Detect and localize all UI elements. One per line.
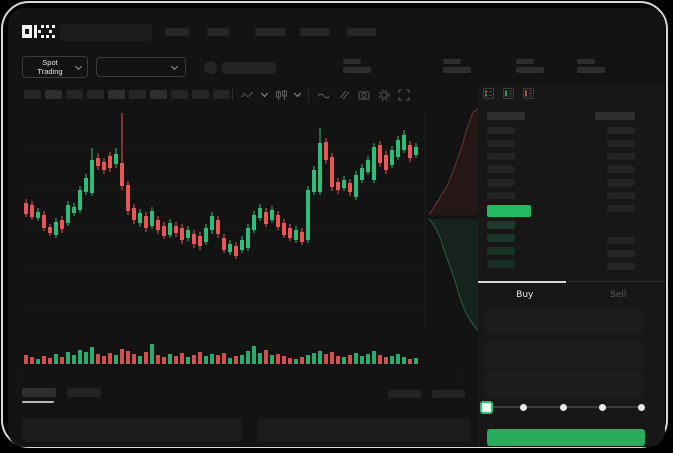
stat-label-placeholder bbox=[343, 59, 361, 64]
orders-table-placeholder bbox=[257, 418, 471, 442]
toolbar-tool-placeholder[interactable] bbox=[129, 90, 146, 99]
divider bbox=[308, 88, 309, 101]
candlestick-series bbox=[24, 113, 418, 259]
pair-selector-dropdown[interactable] bbox=[96, 57, 186, 77]
nav-item-placeholder[interactable] bbox=[255, 28, 286, 36]
device-bezel-outline bbox=[1, 1, 668, 448]
okx-trading-app: Spot Trading bbox=[8, 8, 665, 447]
fullscreen-icon[interactable] bbox=[398, 89, 410, 101]
stat-value-placeholder bbox=[443, 67, 471, 73]
slider-stop-dot[interactable] bbox=[598, 403, 606, 411]
toolbar-tool-placeholder[interactable] bbox=[66, 90, 83, 99]
slider-stop-dot[interactable] bbox=[559, 403, 567, 411]
active-tab-indicator bbox=[478, 281, 566, 283]
orderbook-view-toggles bbox=[483, 88, 534, 99]
chevron-down-icon[interactable] bbox=[260, 89, 269, 98]
volume-series bbox=[24, 344, 418, 364]
chart-toolbar-icons bbox=[232, 88, 410, 101]
orderbook-split-icon[interactable] bbox=[483, 88, 494, 99]
tab-buy[interactable]: Buy bbox=[478, 282, 572, 308]
candles-type-icon[interactable] bbox=[275, 89, 287, 101]
tab-sell[interactable]: Sell bbox=[572, 282, 666, 308]
nav-item-placeholder[interactable] bbox=[165, 28, 189, 36]
orderbook-rows[interactable] bbox=[487, 112, 635, 270]
price-input[interactable] bbox=[484, 310, 644, 333]
trading-chart-canvas[interactable] bbox=[8, 8, 665, 447]
orderbook-bids-icon[interactable] bbox=[503, 88, 514, 99]
toolbar-tool-placeholder[interactable] bbox=[171, 90, 188, 99]
bottom-tab-underline bbox=[22, 401, 54, 403]
orderbook-asks-icon[interactable] bbox=[523, 88, 534, 99]
nav-item-placeholder[interactable] bbox=[207, 28, 229, 36]
sell-tab-label: Sell bbox=[610, 290, 627, 300]
toolbar-tool-placeholder[interactable] bbox=[108, 90, 125, 99]
okx-logo bbox=[22, 25, 55, 38]
toolbar-tool-placeholder[interactable] bbox=[87, 90, 104, 99]
stat-value-placeholder bbox=[343, 67, 371, 73]
buy-tab-label: Buy bbox=[516, 290, 534, 300]
toolbar-tool-placeholder[interactable] bbox=[150, 90, 167, 99]
stat-label-placeholder bbox=[516, 59, 534, 64]
amount-slider[interactable] bbox=[480, 400, 648, 414]
slider-stop-dot[interactable] bbox=[638, 403, 645, 411]
stat-value-placeholder bbox=[516, 67, 544, 73]
bottom-tab-placeholder[interactable] bbox=[67, 388, 101, 397]
nav-item-placeholder[interactable] bbox=[347, 28, 376, 36]
divider bbox=[232, 88, 233, 101]
bottom-tab-active-placeholder[interactable] bbox=[22, 388, 56, 397]
stat-label-placeholder bbox=[443, 59, 461, 64]
chevron-down-icon bbox=[74, 62, 83, 70]
depth-chart bbox=[428, 108, 479, 331]
total-input[interactable] bbox=[484, 371, 644, 397]
camera-icon[interactable] bbox=[358, 89, 370, 101]
bottom-action-placeholder[interactable] bbox=[432, 390, 465, 398]
orders-table-placeholder bbox=[22, 418, 242, 442]
toolbar-tool-placeholder[interactable] bbox=[45, 90, 62, 99]
toolbar-tool-placeholder[interactable] bbox=[213, 90, 230, 99]
pair-name-placeholder bbox=[222, 62, 276, 74]
last-price-bar bbox=[487, 205, 531, 217]
chevron-down-icon[interactable] bbox=[293, 89, 302, 98]
stat-value-placeholder bbox=[577, 67, 605, 73]
compare-icon[interactable] bbox=[338, 89, 350, 101]
search-placeholder[interactable] bbox=[60, 24, 152, 41]
slider-handle[interactable] bbox=[480, 401, 493, 414]
chart-toolbar-placeholders[interactable] bbox=[24, 90, 230, 99]
slider-stop-dot[interactable] bbox=[520, 403, 528, 411]
market-type-selector[interactable]: Spot Trading bbox=[22, 56, 88, 78]
toolbar-tool-placeholder[interactable] bbox=[192, 90, 209, 99]
toolbar-tool-placeholder[interactable] bbox=[24, 90, 41, 99]
indicators-icon[interactable] bbox=[317, 89, 330, 101]
chevron-down-icon bbox=[170, 62, 179, 70]
amount-input[interactable] bbox=[484, 341, 644, 368]
stat-label-placeholder bbox=[577, 59, 595, 64]
nav-item-placeholder[interactable] bbox=[300, 28, 330, 36]
order-form-tabs: Buy Sell bbox=[478, 281, 665, 308]
buy-submit-button[interactable] bbox=[487, 429, 645, 446]
market-type-label: Spot Trading bbox=[37, 58, 63, 76]
coin-icon bbox=[204, 61, 217, 74]
gear-icon[interactable] bbox=[378, 89, 390, 101]
bottom-action-placeholder[interactable] bbox=[388, 390, 421, 398]
line-chart-icon[interactable] bbox=[241, 89, 254, 101]
